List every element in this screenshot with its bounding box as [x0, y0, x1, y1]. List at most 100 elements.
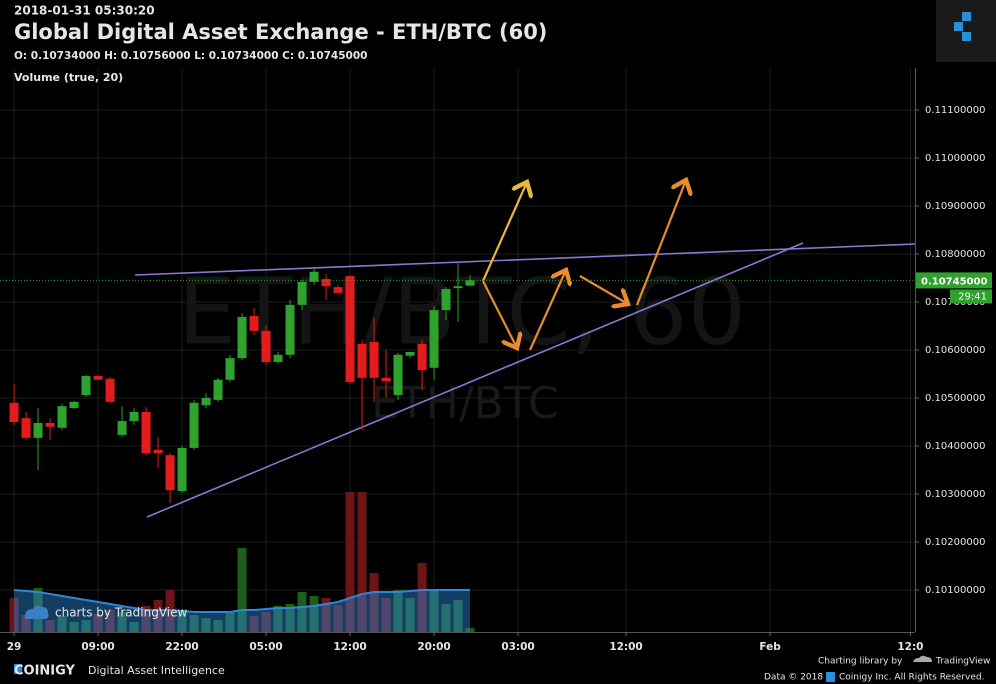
x-tick-label: 29: [7, 641, 22, 653]
y-tick-label: 0.10100000: [925, 585, 985, 596]
volume-bar: [237, 548, 247, 632]
rights: Coinigy Inc. All Rights Reserved.: [839, 673, 984, 683]
countdown-box: [950, 289, 992, 304]
y-tick-label: 0.11100000: [925, 105, 985, 116]
volume-bar: [141, 606, 151, 632]
volume-bar: [321, 598, 331, 632]
volume-bar: [69, 622, 79, 632]
last-price-box: [916, 272, 992, 289]
candle-body: [81, 375, 91, 396]
tv-icon: [913, 655, 932, 664]
volume-bar: [177, 610, 187, 632]
volume-bar: [417, 563, 427, 632]
arrows: [481, 180, 686, 350]
candle-body: [141, 411, 151, 454]
logo: [936, 0, 996, 62]
x-tick-label: 09:00: [81, 641, 114, 653]
arrow: [635, 180, 686, 306]
candle-body: [309, 271, 319, 282]
watermark: ETH/BTC, 60: [178, 258, 746, 365]
cloud-icon: [24, 605, 49, 619]
volume-bar: [189, 615, 199, 632]
candle-body: [405, 351, 415, 356]
candle-body: [165, 455, 175, 491]
last-price-label: 0.10745000: [921, 276, 987, 287]
volume-bar: [105, 610, 115, 632]
arrow: [481, 182, 527, 282]
candle-body: [381, 377, 391, 382]
trend-line: [146, 242, 804, 518]
candle-body: [345, 276, 355, 383]
volume-bar: [249, 616, 259, 632]
candle-body: [45, 422, 55, 427]
volume-bar: [369, 573, 379, 632]
tv-credit: charts by TradingView: [24, 606, 187, 620]
volume-bar: [381, 598, 391, 632]
axes-layer: 0.10100000 0.10200000 0.10300000 0.10400000…: [0, 105, 992, 653]
volume-bar: [345, 492, 355, 632]
x-tick-label: 05:00: [249, 641, 282, 653]
tagline: Digital Asset Intelligence: [88, 664, 225, 677]
y-tick-label: 0.10300000: [925, 489, 985, 500]
volume-bar: [405, 598, 415, 632]
x-tick-label: 12:00: [333, 641, 366, 653]
x-tick-label: 20:00: [417, 641, 450, 653]
volume-bar: [261, 612, 271, 632]
x-tick-label: 12:0: [897, 641, 923, 653]
arrow: [482, 280, 517, 348]
candle-body: [261, 330, 271, 362]
x-tick-label: 03:00: [501, 641, 534, 653]
footer: COINIGY Digital Asset Intelligence Chart…: [14, 655, 990, 683]
charting-brand: TradingView: [935, 657, 990, 667]
candle-body: [465, 280, 475, 286]
candle-body: [417, 343, 427, 371]
candles-layer: [9, 263, 475, 504]
y-tick-label: 0.10500000: [925, 393, 985, 404]
candle-body: [117, 421, 127, 435]
x-tick-label: Feb: [759, 641, 781, 653]
candle-body: [213, 379, 223, 400]
candle-body: [9, 402, 19, 422]
volume-bar: [153, 600, 163, 632]
volume-bar: [45, 620, 55, 632]
brand-icon: [14, 664, 22, 674]
candle-body: [105, 378, 115, 402]
volume-bar: [357, 492, 367, 632]
timestamp: 2018-01-31 05:30:20: [14, 4, 155, 18]
volume-bar: [285, 604, 295, 632]
candle-body: [189, 402, 199, 448]
trend-lines: [134, 242, 916, 518]
volume-bar: [81, 620, 91, 632]
title: Global Digital Asset Exchange - ETH/BTC …: [14, 20, 547, 44]
data-credit: Data © 2018: [764, 673, 823, 683]
trend-line: [134, 243, 916, 276]
candle-body: [429, 310, 439, 368]
candle-body: [153, 449, 163, 454]
volume-bar: [225, 612, 235, 632]
volume-bar: [213, 620, 223, 632]
volume-bar: [201, 618, 211, 632]
candle-body: [249, 315, 259, 331]
ohlc-line: O: 0.10734000 H: 0.10756000 L: 0.1073400…: [14, 50, 367, 62]
logo-block: [954, 22, 963, 31]
y-tick-label: 0.11000000: [925, 153, 985, 164]
volume-layer: [9, 492, 475, 632]
volume-bar: [93, 614, 103, 632]
candle-body: [453, 286, 463, 289]
coinigy-icon: [826, 672, 835, 682]
volume-bar: [441, 604, 451, 632]
volume-bar: [429, 590, 439, 632]
candle-body: [69, 401, 79, 409]
indicator-label: Volume (true, 20): [14, 71, 123, 84]
logo-box: [936, 0, 996, 62]
candle-body: [297, 281, 307, 305]
volume-bar: [393, 590, 403, 632]
candle-body: [177, 447, 187, 492]
candle-body: [441, 289, 451, 311]
volume-bar: [21, 615, 31, 632]
volume-bar: [117, 612, 127, 632]
volume-bar: [57, 616, 67, 632]
candle-body: [201, 398, 211, 406]
